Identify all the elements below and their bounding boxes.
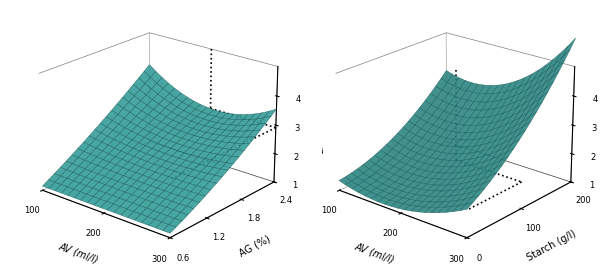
Y-axis label: AG (%): AG (%) [237, 233, 272, 258]
X-axis label: AV (ml/l): AV (ml/l) [57, 241, 99, 265]
Y-axis label: Starch (g/l): Starch (g/l) [525, 228, 578, 263]
X-axis label: AV (ml/l): AV (ml/l) [354, 241, 396, 265]
